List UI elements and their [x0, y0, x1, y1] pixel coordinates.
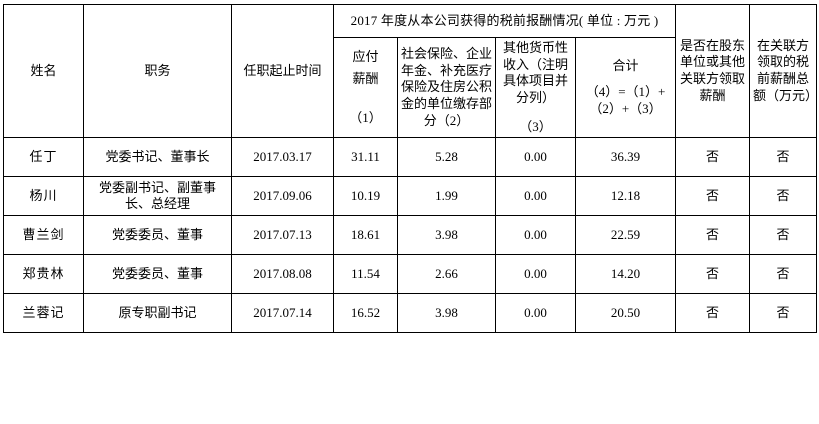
table-row: 任丁 党委书记、董事长 2017.03.17 31.11 5.28 0.00 3…	[3, 137, 818, 178]
cell-insurance: 3.98	[397, 215, 496, 256]
cell-other: 0.00	[495, 215, 576, 256]
cell-related-total: 否	[749, 215, 818, 256]
cell-total: 22.59	[574, 215, 677, 256]
cell-salary: 10.19	[333, 176, 398, 217]
cell-tenure: 2017.07.13	[231, 215, 334, 256]
cell-insurance: 2.66	[397, 254, 496, 295]
cell-name: 任丁	[3, 137, 84, 178]
salary-line-3: （1）	[349, 109, 382, 125]
cell-shareholder: 否	[675, 293, 751, 334]
cell-name: 兰蓉记	[3, 293, 84, 334]
cell-shareholder: 否	[675, 254, 751, 295]
cell-other: 0.00	[495, 293, 576, 334]
document-page: 姓名 职务 任职起止时间 2017 年度从本公司获得的税前报酬情况( 单位 : …	[0, 3, 819, 424]
cell-position: 党委书记、董事长	[83, 137, 232, 178]
other-income-number: （3）	[519, 118, 552, 134]
column-header-insurance: 社会保险、企业年金、补充医疗保险及住房公积金的单位缴存部分（2）	[397, 36, 496, 139]
total-line-3: （2）+（3）	[589, 100, 662, 116]
column-header-compensation-group: 2017 年度从本公司获得的税前报酬情况( 单位 : 万元 )	[332, 4, 677, 38]
column-header-other-income: 其他货币性收入（注明具体项目并分列） （3）	[495, 36, 576, 139]
cell-related-total: 否	[749, 137, 818, 178]
total-line-2: （4）=（1）+	[585, 84, 666, 100]
column-header-total: 合计 （4）=（1）+ （2）+（3）	[574, 36, 677, 139]
cell-insurance: 3.98	[397, 293, 496, 334]
cell-other: 0.00	[495, 254, 576, 295]
header-row-sub: 应付 薪酬 （1） 社会保险、企业年金、补充医疗保险及住房公积金的单位缴存部分（…	[4, 36, 817, 139]
cell-tenure: 2017.08.08	[231, 254, 334, 295]
table-row: 杨川 党委副书记、副董事长、总经理 2017.09.06 10.19 1.99 …	[3, 176, 818, 217]
cell-position: 党委委员、董事	[83, 254, 232, 295]
cell-other: 0.00	[495, 176, 576, 217]
column-header-shareholder-pay: 是否在股东单位或其他关联方领取薪酬	[675, 3, 751, 139]
cell-shareholder: 否	[675, 137, 751, 178]
cell-related-total: 否	[749, 176, 818, 217]
cell-shareholder: 否	[675, 215, 751, 256]
cell-shareholder: 否	[675, 176, 751, 217]
table-row: 郑贵林 党委委员、董事 2017.08.08 11.54 2.66 0.00 1…	[3, 254, 818, 295]
salary-line-2: 薪酬	[352, 71, 379, 87]
cell-position: 党委委员、董事	[83, 215, 232, 256]
cell-tenure: 2017.09.06	[231, 176, 334, 217]
column-header-related-party-total: 在关联方领取的税前薪酬总额（万元）	[749, 3, 818, 139]
cell-insurance: 5.28	[397, 137, 496, 178]
table-row: 曹兰剑 党委委员、董事 2017.07.13 18.61 3.98 0.00 2…	[3, 215, 818, 256]
total-line-1: 合计	[612, 57, 639, 73]
cell-related-total: 否	[749, 293, 818, 334]
header-row-group: 姓名 职务 任职起止时间 2017 年度从本公司获得的税前报酬情况( 单位 : …	[3, 3, 818, 139]
cell-salary: 11.54	[333, 254, 398, 295]
salary-line-1: 应付	[352, 48, 379, 64]
cell-salary: 31.11	[333, 137, 398, 178]
cell-related-total: 否	[749, 254, 818, 295]
compensation-table: 姓名 职务 任职起止时间 2017 年度从本公司获得的税前报酬情况( 单位 : …	[3, 3, 818, 334]
cell-total: 20.50	[574, 293, 677, 334]
column-header-tenure: 任职起止时间	[231, 3, 334, 139]
cell-total: 14.20	[574, 254, 677, 295]
cell-salary: 16.52	[333, 293, 398, 334]
cell-position: 原专职副书记	[83, 293, 232, 334]
cell-name: 郑贵林	[3, 254, 84, 295]
column-header-position: 职务	[83, 3, 232, 139]
cell-position: 党委副书记、副董事长、总经理	[83, 176, 232, 217]
cell-name: 曹兰剑	[3, 215, 84, 256]
column-header-name: 姓名	[3, 3, 84, 139]
cell-total: 36.39	[574, 137, 677, 178]
other-income-text: 其他货币性收入（注明具体项目并分列）	[502, 40, 568, 105]
cell-total: 12.18	[574, 176, 677, 217]
cell-other: 0.00	[495, 137, 576, 178]
cell-name: 杨川	[3, 176, 84, 217]
cell-salary: 18.61	[333, 215, 398, 256]
cell-tenure: 2017.03.17	[231, 137, 334, 178]
cell-insurance: 1.99	[397, 176, 496, 217]
column-header-salary: 应付 薪酬 （1）	[333, 36, 398, 139]
table-row: 兰蓉记 原专职副书记 2017.07.14 16.52 3.98 0.00 20…	[3, 293, 818, 334]
cell-tenure: 2017.07.14	[231, 293, 334, 334]
